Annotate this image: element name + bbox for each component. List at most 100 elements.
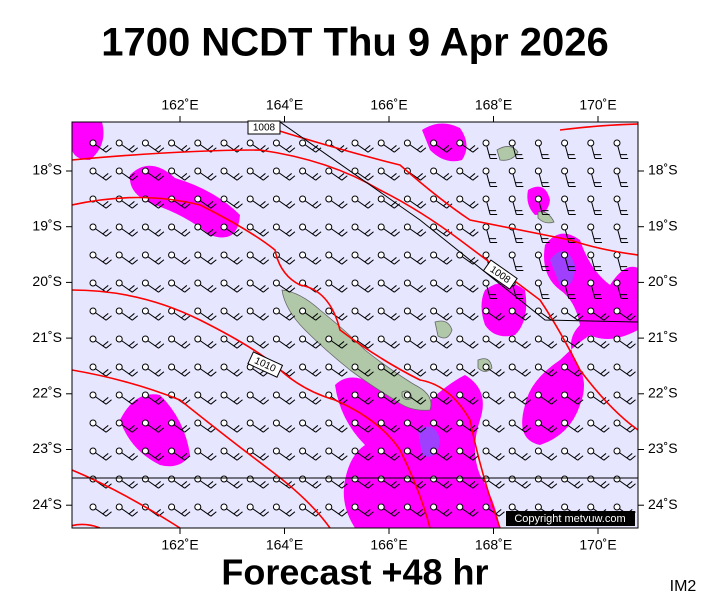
barb-station	[220, 223, 228, 231]
barb-station	[168, 251, 176, 259]
barb-feather	[312, 313, 319, 319]
barb-station	[430, 279, 438, 287]
wind-barb	[403, 223, 427, 237]
barb-station	[403, 251, 411, 259]
barb-feather	[259, 229, 266, 235]
label-box	[482, 259, 518, 290]
barb-feather	[207, 397, 214, 403]
barb-station	[272, 223, 280, 231]
barb-station	[403, 447, 411, 455]
barb-feather	[443, 341, 450, 347]
barb-feather	[367, 287, 374, 293]
barb-feather	[393, 399, 401, 405]
barb-feather	[262, 203, 270, 209]
wind-barb	[430, 335, 453, 349]
barb-feather	[446, 343, 453, 349]
barb-feather	[181, 341, 188, 347]
barb-station	[456, 363, 464, 371]
barb-station	[561, 363, 569, 371]
wind-barb	[168, 251, 191, 265]
wind-barb	[508, 363, 532, 377]
wind-barb	[613, 419, 636, 433]
barb-station	[613, 363, 621, 371]
wind-barb	[246, 223, 270, 237]
barb-feather	[364, 145, 371, 151]
barb-feather	[236, 427, 243, 433]
barb-station	[168, 447, 176, 455]
barb-feather	[367, 483, 374, 489]
barb-feather	[289, 287, 296, 293]
barb-feather	[443, 229, 450, 235]
barb-station	[613, 307, 621, 315]
barb-station	[115, 363, 123, 371]
barb-feather	[420, 203, 427, 209]
subtitle: Forecast +48 hr	[221, 552, 488, 593]
barb-feather	[131, 287, 139, 293]
barb-station	[89, 251, 97, 259]
barb-feather	[312, 425, 319, 431]
barb-station	[377, 503, 385, 511]
wind-barb	[430, 447, 453, 461]
wind-barb	[246, 335, 270, 349]
barb-feather	[547, 481, 554, 487]
barb-station	[220, 167, 228, 175]
barb-feather	[233, 397, 240, 403]
barb-station	[141, 251, 149, 259]
barb-station	[508, 475, 516, 483]
barb-feather	[420, 371, 427, 377]
barb-feather	[603, 315, 610, 321]
barb-station	[403, 391, 411, 399]
barb-feather	[262, 343, 270, 349]
barb-feather	[289, 511, 296, 517]
barb-feather	[289, 315, 296, 321]
barb-feather	[105, 147, 112, 153]
barb-feather	[158, 287, 165, 293]
barb-feather	[207, 229, 214, 235]
barb-station	[456, 139, 464, 147]
wind-barb	[587, 363, 610, 377]
barb-feather	[446, 147, 453, 153]
barb-feather	[446, 399, 453, 405]
barb-station	[430, 139, 438, 147]
barb-feather	[259, 145, 266, 151]
barb-feather	[105, 455, 112, 461]
barb-station	[508, 307, 516, 315]
barb-feather	[416, 313, 423, 319]
barb-feather	[233, 425, 240, 431]
barb-station	[194, 167, 202, 175]
barb-feather	[390, 509, 397, 515]
barb-feather	[472, 399, 479, 405]
barb-feather	[236, 203, 243, 209]
barb-feather	[285, 509, 292, 515]
wind-barb	[115, 307, 139, 321]
barb-station	[456, 167, 464, 175]
barb-station	[430, 391, 438, 399]
wind-barb	[561, 251, 576, 272]
barb-feather	[443, 453, 450, 459]
wind-barb	[194, 223, 217, 237]
barb-station	[194, 391, 202, 399]
barb-feather	[233, 509, 240, 515]
barb-station	[534, 503, 542, 511]
wind-barb	[482, 279, 498, 300]
wind-barb	[377, 279, 401, 293]
lat-label: 19˚S	[32, 217, 62, 233]
barb-feather	[105, 371, 112, 377]
barb-feather	[498, 343, 505, 349]
barb-feather	[420, 455, 427, 461]
barb-station	[561, 419, 569, 427]
barb-station	[299, 139, 307, 147]
barb-station	[168, 223, 176, 231]
wind-barb	[534, 391, 558, 405]
barb-feather	[390, 453, 397, 459]
barb-feather	[236, 511, 243, 517]
barb-station	[299, 335, 307, 343]
wind-barb	[456, 391, 479, 405]
barb-feather	[154, 201, 161, 207]
wind-barb	[141, 335, 165, 349]
barb-feather	[105, 343, 112, 349]
barb-feather	[524, 455, 532, 461]
wind-barb	[194, 279, 217, 293]
wind-barb	[613, 391, 636, 405]
barb-feather	[236, 483, 243, 489]
